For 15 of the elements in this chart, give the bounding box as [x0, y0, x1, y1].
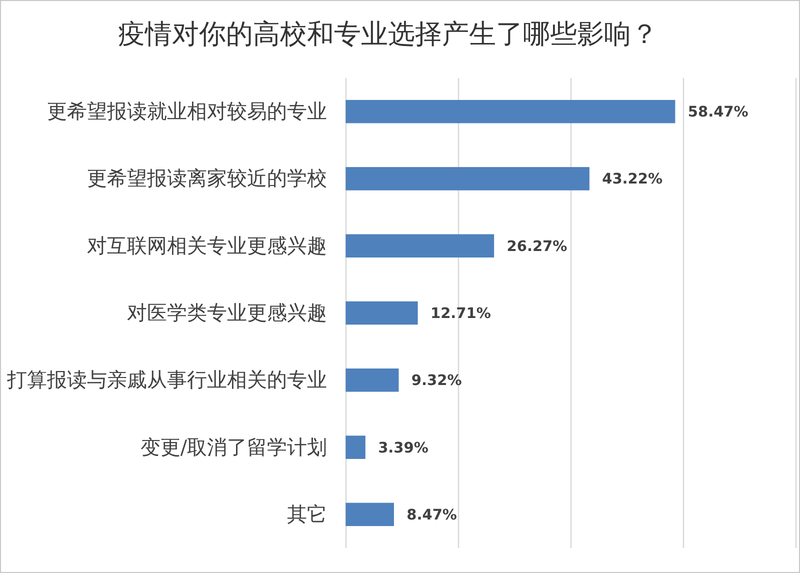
data-label: 12.71%: [430, 306, 491, 322]
data-label: 43.22%: [602, 172, 663, 188]
data-label: 9.32%: [411, 373, 462, 390]
title: 疫情对你的高校和专业选择产生了哪些影响？: [118, 19, 658, 50]
data-label: 8.47%: [406, 507, 457, 524]
category-label: 更希望报读就业相对较易的专业: [47, 100, 327, 124]
data-label: 58.47%: [688, 104, 748, 121]
category-label: 打算报读与亲戚从事行业相关的专业: [7, 368, 327, 392]
data-label: 3.39%: [378, 440, 428, 456]
category-label: 对医学类专业更感兴趣: [127, 302, 327, 324]
category-label: 变更/取消了留学计划: [140, 436, 327, 459]
data-label: 26.27%: [506, 238, 568, 255]
category-label: 其它: [287, 502, 327, 526]
category-label: 对互联网相关专业更感兴趣: [87, 234, 327, 258]
category-label: 更希望报读离家较近的学校: [87, 167, 327, 190]
